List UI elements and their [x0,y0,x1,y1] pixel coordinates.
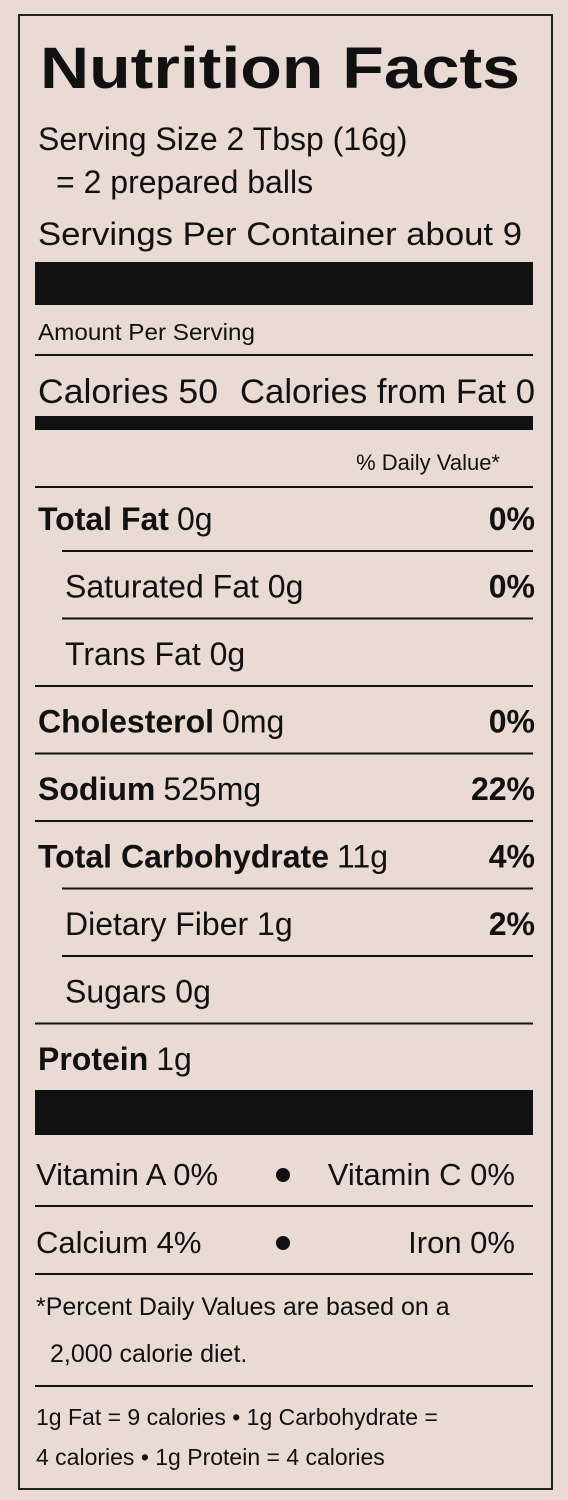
label-border [18,14,553,1490]
vitamin: Vitamin A 0% [36,1157,218,1192]
nutrient-sub: Trans Fat 0g [65,636,245,672]
divider [35,1022,533,1025]
calories-from-fat: Calories from Fat 0 [240,373,535,411]
divider-bar [35,262,533,305]
divider [62,550,533,552]
nutrient-amount: 525mg [163,771,261,807]
divider [35,1205,533,1207]
nutrient-sub: Dietary Fiber 1g [65,906,293,942]
nutrient-name: Total Fat [38,501,169,537]
vitamin: Calcium 4% [36,1225,201,1260]
nutrient-name: Protein [38,1041,148,1077]
divider [62,955,533,957]
divider [35,820,533,822]
nutrient-amount: 1g [156,1041,192,1077]
daily-value: 2% [489,906,535,942]
nutrient-amount: 0g [177,501,213,537]
vitamin: Iron 0% [408,1225,515,1260]
calories: Calories 50 [38,373,218,411]
title: Nutrition Facts [40,36,520,101]
nutrient-sub: Saturated Fat 0g [65,569,303,605]
vitamin: Vitamin C 0% [328,1157,515,1192]
divider [35,354,533,356]
footnote: 2,000 calorie diet. [50,1340,247,1368]
daily-value: 0% [489,501,535,537]
nutrient-sub: Sugars 0g [65,974,211,1010]
divider-bar [35,1090,533,1135]
daily-value: 0% [489,569,535,605]
nutrient-name: Cholesterol [38,704,214,740]
bullet [276,1168,290,1182]
daily-value: 22% [471,771,535,807]
divider [62,617,533,620]
conversion: 1g Fat = 9 calories • 1g Carbohydrate = [36,1404,438,1430]
divider [62,887,533,890]
daily-value: 4% [489,839,535,875]
serving-note: = 2 prepared balls [56,164,313,200]
nutrient-amount: 0mg [222,704,284,740]
divider [35,1385,533,1387]
nutrient-amount: 11g [337,839,388,875]
divider-thick [35,416,533,430]
daily-value-header: % Daily Value* [356,450,500,475]
nutrient-name: Total Carbohydrate [38,839,329,875]
divider [35,486,533,488]
amount-per-serving: Amount Per Serving [38,319,255,345]
footnote: *Percent Daily Values are based on a [36,1293,450,1321]
bullet [276,1236,290,1250]
servings-per-container: Servings Per Container about 9 [38,216,522,252]
serving-size: Serving Size 2 Tbsp (16g) [38,121,407,157]
divider [35,752,533,755]
divider [35,685,533,687]
conversion: 4 calories • 1g Protein = 4 calories [36,1444,385,1470]
divider [35,1273,533,1275]
nutrient-name: Sodium [38,771,155,807]
daily-value: 0% [489,704,535,740]
